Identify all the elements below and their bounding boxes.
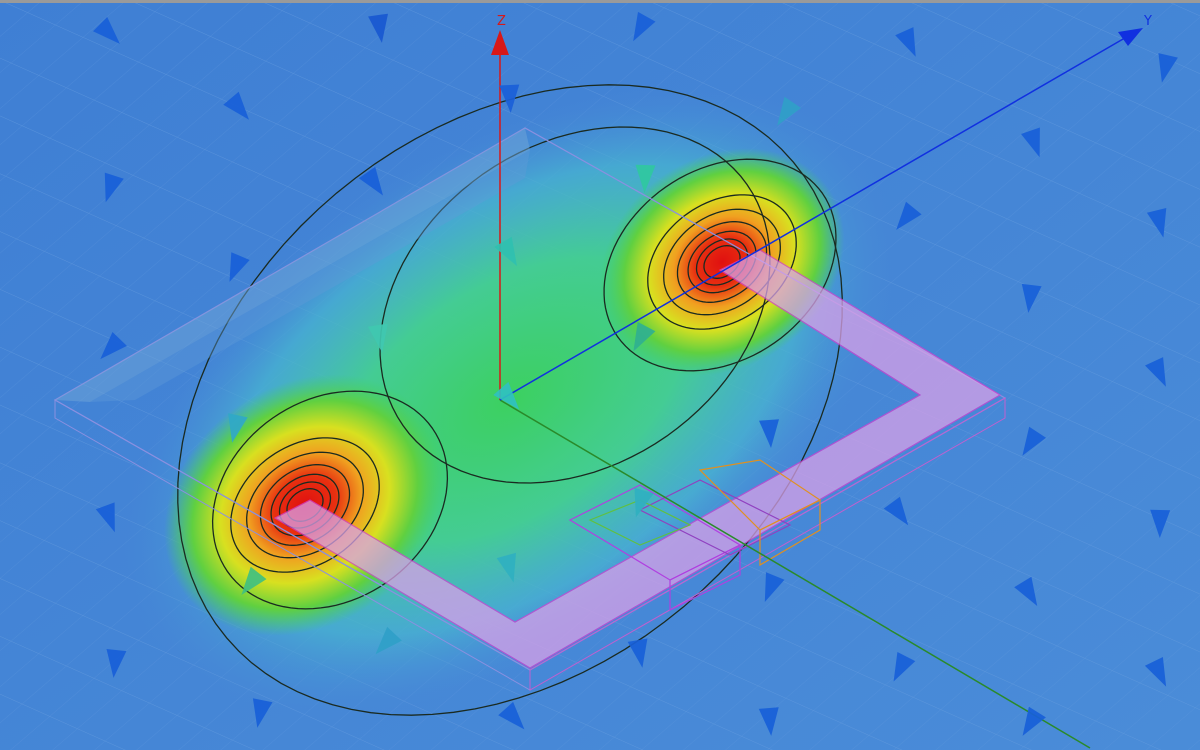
field-vector-cone-icon [252,698,273,728]
field-vector-cone-icon [367,323,388,353]
field-vector-cone-icon [228,413,248,443]
field-vector-cone-icon [368,13,388,43]
field-vector-cone-icon [1144,657,1167,687]
field-vector-cone-icon [229,252,250,282]
field-vector-cone-icon [893,652,916,682]
field-vector-cone-icon [1021,283,1042,313]
field-vector-cone-icon [633,321,656,352]
field-vector-cone-icon [493,381,520,410]
field-vector-cone-icon [93,17,120,44]
x-axis [499,399,1091,749]
field-vector-cone-icon [1146,208,1167,238]
field-vector-cone-icon [764,572,785,602]
field-vector-cone-icon [494,236,517,267]
field-vector-cone-icon [777,96,802,126]
field-vector-cone-icon [1150,509,1171,538]
field-plot-canvas[interactable]: Z Y [0,3,1200,750]
z-axis-label: Z [497,14,506,29]
field-vector-cone-icon [759,419,779,448]
field-vector-cone-icon [375,626,402,655]
contour-left-inner [230,437,380,573]
field-vector-cone-icon [895,27,916,57]
field-vector-cone-icon [1145,357,1166,387]
field-vector-cone-icon [106,649,127,678]
field-vector-cone-icon [241,566,267,595]
field-vector-cone-icon [633,11,656,42]
y-axis [499,34,1131,401]
field-vector-cone-icon [1021,127,1040,158]
y-axis-arrow-icon [1118,28,1143,46]
field-vector-cone-icon [95,502,115,533]
field-vector-cone-icon [635,164,656,193]
field-vector-cone-icon [498,701,525,730]
field-vectors [93,11,1178,736]
field-vector-cone-icon [627,638,648,668]
contour-left-inner [259,464,351,546]
coordinate-axes: Z Y [491,14,1152,749]
field-vector-cone-icon [496,552,516,583]
field-vector-cone-icon [758,707,779,736]
field-vector-cone-icon [896,201,922,230]
field-vector-cone-icon [634,487,654,518]
field-vector-cone-icon [223,91,249,120]
field-vector-cone-icon [100,332,127,360]
contour-outer [177,84,843,716]
microstrip-trace [273,249,1002,669]
contour-left-inner [246,451,364,559]
z-axis-arrow-icon [491,30,509,55]
y-axis-label: Y [1143,14,1152,29]
field-vector-cone-icon [1014,576,1038,606]
field-vector-cone-icon [1022,706,1046,736]
field-vector-cone-icon [1022,426,1046,456]
contour-left [211,390,449,610]
contour-mid [379,126,771,484]
field-vector-cone-icon [499,84,520,113]
field-vector-cone-icon [883,496,909,526]
field-vector-cone-icon [104,172,124,203]
substrate-frame [53,127,1007,691]
field-vector-cone-icon [1158,53,1178,83]
field-vector-cone-icon [358,166,383,196]
